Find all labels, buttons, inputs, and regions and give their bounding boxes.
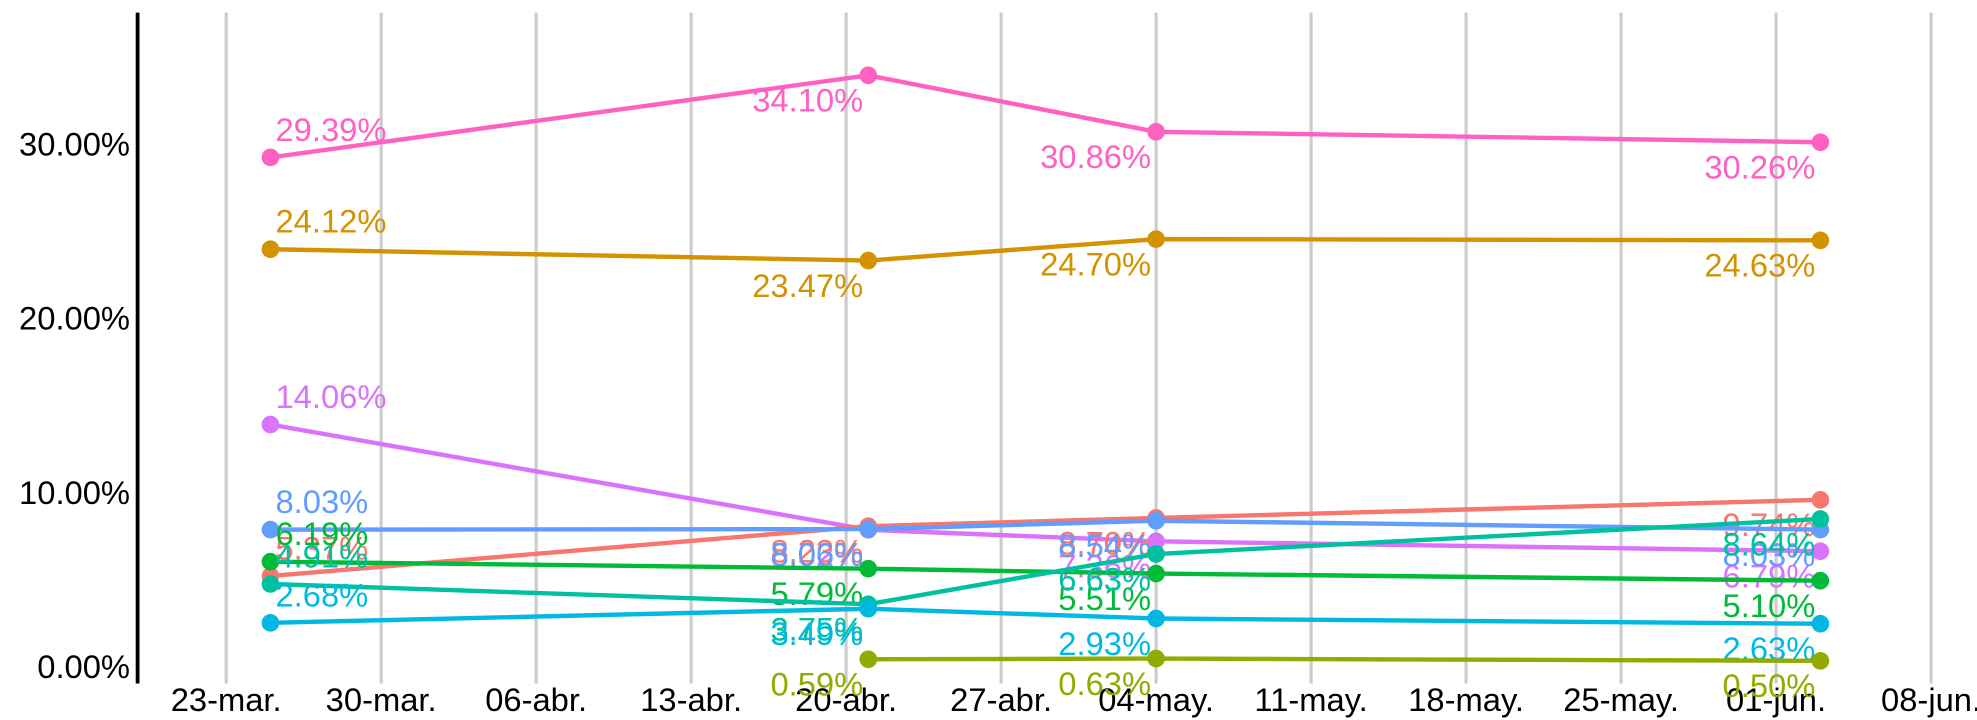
- data-label: 8.03%: [275, 483, 368, 520]
- x-tick-label: 06-abr.: [485, 681, 587, 718]
- data-label: 30.26%: [1704, 149, 1815, 186]
- data-label: 5.51%: [1058, 580, 1151, 617]
- data-label: 8.03%: [1723, 536, 1816, 573]
- x-tick-label: 08-jun.: [1881, 681, 1977, 718]
- series-line: [868, 656, 1821, 664]
- series-line: [270, 606, 1821, 626]
- point: [1811, 652, 1830, 670]
- point: [1811, 542, 1830, 561]
- series-line: [270, 422, 1821, 554]
- point: [1147, 532, 1165, 551]
- y-tick-label: 20.00%: [19, 300, 130, 337]
- point: [261, 240, 280, 259]
- data-label: 0.63%: [1058, 665, 1151, 702]
- series-line: [270, 73, 1821, 160]
- data-label: 3.75%: [770, 611, 863, 648]
- point: [1811, 571, 1830, 590]
- data-label: 6.79%: [1723, 558, 1816, 595]
- data-label: 8.23%: [770, 532, 863, 569]
- data-label: 23.47%: [752, 267, 863, 304]
- data-label: 8.64%: [1723, 525, 1816, 562]
- data-label: 0.59%: [770, 666, 863, 703]
- data-label: 34.10%: [752, 82, 863, 119]
- x-tick-label: 13-abr.: [640, 681, 742, 718]
- point: [1811, 614, 1830, 633]
- point: [1147, 609, 1165, 628]
- data-label: 8.70%: [1058, 524, 1151, 561]
- data-label: 3.49%: [770, 615, 863, 652]
- series-line: [270, 497, 1821, 579]
- data-label: 5.79%: [770, 575, 863, 612]
- y-tick-label: 0.00%: [37, 648, 130, 685]
- data-label: 2.68%: [275, 576, 368, 613]
- data-label: 24.12%: [275, 203, 386, 240]
- x-tick-label: 25-may.: [1563, 681, 1679, 718]
- x-tick-label: 01-jun.: [1726, 681, 1826, 718]
- point: [1147, 230, 1165, 248]
- series-line: [270, 236, 1821, 263]
- point: [1147, 122, 1165, 141]
- point: [859, 66, 878, 85]
- x-tick-label: 23-mar.: [171, 681, 282, 718]
- y-tick-label: 10.00%: [19, 474, 130, 511]
- data-label: 4.91%: [275, 537, 368, 574]
- data-label: 14.06%: [275, 378, 386, 415]
- point: [1147, 545, 1165, 563]
- x-tick-label: 30-mar.: [326, 681, 437, 718]
- point: [1811, 231, 1830, 250]
- data-label: 6.19%: [275, 515, 368, 552]
- point: [261, 520, 280, 539]
- point: [859, 650, 878, 669]
- x-tick-label: 27-abr.: [950, 681, 1052, 718]
- point: [859, 599, 878, 618]
- data-label: 5.10%: [1723, 587, 1816, 624]
- x-tick-label: 20-abr.: [795, 681, 897, 718]
- x-tick-label: 18-may.: [1408, 681, 1524, 718]
- x-tick-label: 04-may.: [1098, 681, 1214, 718]
- point: [1811, 491, 1830, 509]
- data-label: 7.36%: [1058, 548, 1151, 585]
- point: [1147, 511, 1165, 530]
- point: [859, 559, 878, 578]
- point: [261, 552, 280, 571]
- point: [859, 520, 878, 538]
- series-line: [270, 559, 1821, 583]
- point: [859, 251, 878, 270]
- point: [1811, 510, 1830, 528]
- data-label: 29.39%: [275, 111, 386, 148]
- series-line: [270, 518, 1821, 532]
- y-tick-label: 30.00%: [19, 125, 130, 162]
- point: [261, 415, 280, 434]
- data-label: 24.70%: [1040, 245, 1151, 282]
- data-label: 30.86%: [1040, 138, 1151, 175]
- x-tick-label: 11-may.: [1254, 681, 1367, 718]
- data-label: 6.63%: [1058, 560, 1151, 597]
- point: [1811, 133, 1830, 152]
- point: [1147, 649, 1165, 668]
- data-label: 0.50%: [1723, 667, 1816, 704]
- point: [261, 614, 280, 632]
- point: [1147, 564, 1165, 583]
- data-label: 2.93%: [1058, 625, 1151, 662]
- series-line: [270, 516, 1821, 607]
- point: [261, 148, 280, 167]
- data-label: 24.63%: [1704, 247, 1815, 284]
- point: [261, 575, 280, 593]
